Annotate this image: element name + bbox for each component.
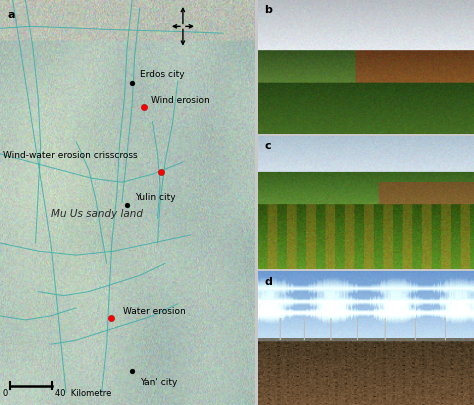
Text: b: b	[264, 5, 272, 15]
Text: c: c	[264, 141, 271, 151]
Text: Wind-water erosion crisscross: Wind-water erosion crisscross	[2, 151, 137, 160]
Text: 0: 0	[2, 389, 8, 398]
Text: Mu Us sandy land: Mu Us sandy land	[51, 209, 143, 219]
Text: Wind erosion: Wind erosion	[151, 96, 210, 105]
Text: a: a	[8, 10, 15, 20]
Text: Yulin city: Yulin city	[135, 194, 175, 202]
Text: Yan' city: Yan' city	[140, 378, 177, 387]
Text: Erdos city: Erdos city	[140, 70, 184, 79]
Text: 40  Kilometre: 40 Kilometre	[55, 389, 111, 398]
Text: d: d	[264, 277, 272, 287]
Text: Water erosion: Water erosion	[123, 307, 186, 316]
